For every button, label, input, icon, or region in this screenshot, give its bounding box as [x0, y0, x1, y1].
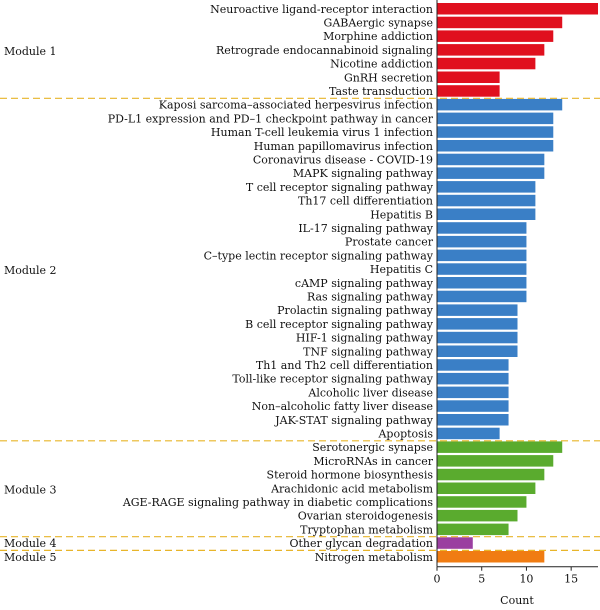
bar-2-4 — [437, 496, 527, 508]
bar-1-19 — [437, 359, 509, 371]
bar-1-11 — [437, 249, 527, 262]
bar-3-0 — [437, 537, 473, 549]
category-label-0-4: Nicotine addiction — [330, 58, 433, 71]
bar-1-20 — [437, 372, 509, 385]
category-label-1-24: Apoptosis — [377, 427, 433, 440]
bar-0-2 — [437, 30, 554, 42]
bar-1-14 — [437, 290, 527, 303]
category-label-3-0: Other glycan degradation — [289, 537, 433, 550]
category-label-2-5: Ovarian steroidogenesis — [298, 510, 434, 523]
category-label-1-10: Prostate cancer — [345, 236, 434, 249]
category-label-1-18: TNF signaling pathway — [303, 345, 434, 358]
bar-0-3 — [437, 44, 545, 56]
category-label-2-0: Serotonergic synapse — [312, 441, 433, 454]
module-separators-layer — [0, 97, 600, 552]
bar-2-0 — [437, 441, 563, 453]
bar-1-2 — [437, 126, 554, 138]
category-labels-layer: Neuroactive ligand-receptor interactionG… — [108, 3, 434, 564]
category-label-0-2: Morphine addiction — [323, 30, 433, 43]
bar-1-22 — [437, 400, 509, 412]
category-label-1-8: Hepatitis B — [370, 208, 433, 221]
category-label-0-0: Neuroactive ligand-receptor interaction — [210, 3, 433, 16]
category-label-1-15: Prolactin signaling pathway — [277, 304, 434, 317]
category-label-4-0: Nitrogen metabolism — [315, 551, 434, 564]
bar-1-0 — [437, 98, 563, 111]
x-axis-title: Count — [500, 594, 534, 607]
category-label-1-23: JAK-STAT signaling pathway — [274, 414, 434, 427]
category-label-2-2: Steroid hormone biosynthesis — [267, 469, 434, 482]
bar-1-15 — [437, 304, 518, 316]
x-axis: Count 0 5 10 15 — [434, 0, 598, 607]
bar-1-16 — [437, 318, 518, 330]
bar-2-5 — [437, 509, 518, 522]
x-tick-label-1: 5 — [478, 573, 485, 586]
bar-1-7 — [437, 194, 536, 207]
bar-0-0 — [437, 3, 598, 15]
category-label-1-7: Th17 cell differentiation — [298, 195, 433, 208]
bar-2-2 — [437, 468, 545, 481]
category-label-1-2: Human T-cell leukemia virus 1 infection — [211, 126, 433, 139]
category-label-1-17: HIF-1 signaling pathway — [296, 332, 434, 345]
category-label-0-1: GABAergic synapse — [324, 16, 433, 29]
bar-0-4 — [437, 57, 536, 70]
module-label-4: Module 5 — [4, 551, 57, 564]
bar-4-0 — [437, 551, 545, 563]
category-label-1-20: Toll-like receptor signaling pathway — [232, 373, 433, 386]
category-label-1-9: IL-17 signaling pathway — [298, 222, 433, 235]
category-label-1-6: T cell receptor signaling pathway — [246, 181, 434, 194]
category-label-1-21: Alcoholic liver disease — [307, 386, 433, 399]
bar-1-12 — [437, 263, 527, 275]
category-label-0-3: Retrograde endocannabinoid signaling — [216, 44, 433, 57]
bar-2-3 — [437, 482, 536, 494]
bar-0-6 — [437, 85, 500, 97]
category-label-1-3: Human papillomavirus infection — [254, 140, 433, 153]
category-label-1-12: Hepatitis C — [370, 263, 433, 276]
category-label-0-6: Taste transduction — [329, 85, 433, 98]
category-label-0-5: GnRH secretion — [344, 71, 433, 84]
bar-0-5 — [437, 71, 500, 83]
category-label-1-1: PD-L1 expression and PD–1 checkpoint pat… — [108, 112, 434, 125]
bar-1-13 — [437, 277, 527, 289]
category-label-1-14: Ras signaling pathway — [307, 290, 434, 303]
bar-0-1 — [437, 16, 563, 29]
category-label-1-13: cAMP signaling pathway — [295, 277, 434, 290]
bars-layer — [437, 3, 598, 563]
module-label-1: Module 2 — [4, 264, 57, 277]
category-label-2-1: MicroRNAs in cancer — [313, 455, 433, 468]
category-label-2-6: Tryptophan metabolism — [300, 523, 433, 536]
x-tick-label-2: 10 — [519, 573, 533, 586]
category-label-1-5: MAPK signaling pathway — [293, 167, 434, 180]
x-tick-label-3: 15 — [564, 573, 578, 586]
bar-1-24 — [437, 427, 500, 440]
bar-1-21 — [437, 386, 509, 399]
module-label-3: Module 4 — [4, 537, 57, 550]
bar-1-18 — [437, 345, 518, 357]
bar-1-3 — [437, 140, 554, 152]
bar-1-1 — [437, 112, 554, 125]
bar-1-6 — [437, 181, 536, 193]
category-label-1-22: Non–alcoholic fatty liver disease — [252, 400, 433, 413]
bar-2-6 — [437, 523, 509, 536]
category-label-1-19: Th1 and Th2 cell differentiation — [256, 359, 433, 372]
category-label-1-0: Kaposi sarcoma–associated herpesvirus in… — [159, 99, 433, 112]
category-label-1-16: B cell receptor signaling pathway — [245, 318, 434, 331]
x-tick-label-0: 0 — [434, 573, 441, 586]
bar-1-10 — [437, 235, 527, 248]
bar-1-4 — [437, 153, 545, 166]
category-label-2-4: AGE-RAGE signaling pathway in diabetic c… — [122, 496, 434, 509]
bar-1-8 — [437, 208, 536, 220]
bar-1-9 — [437, 222, 527, 234]
module-label-2: Module 3 — [4, 483, 57, 496]
bar-1-5 — [437, 167, 545, 179]
bar-1-17 — [437, 331, 518, 344]
bar-1-23 — [437, 414, 509, 426]
category-label-1-11: C–type lectin receptor signaling pathway — [204, 249, 434, 262]
module-label-0: Module 1 — [4, 45, 57, 58]
bar-2-1 — [437, 455, 554, 467]
category-label-1-4: Coronavirus disease - COVID-19 — [253, 153, 433, 166]
category-label-2-3: Arachidonic acid metabolism — [270, 482, 433, 495]
